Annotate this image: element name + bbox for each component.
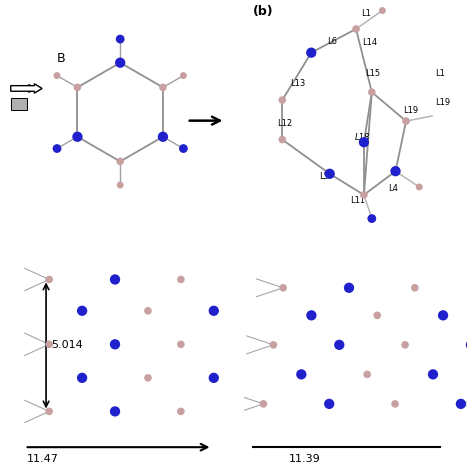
Point <box>279 96 286 104</box>
Point <box>73 83 81 91</box>
Point <box>368 215 375 222</box>
FancyArrow shape <box>11 84 42 93</box>
Bar <box>11 98 27 110</box>
Point <box>374 311 381 319</box>
Point <box>177 276 185 283</box>
Text: L12: L12 <box>277 119 292 128</box>
Point <box>117 59 124 66</box>
Point <box>326 400 333 408</box>
Point <box>117 181 124 189</box>
Text: L19: L19 <box>403 106 419 115</box>
Point <box>352 25 360 33</box>
Point <box>439 311 447 319</box>
Point <box>326 170 334 178</box>
Text: L1: L1 <box>435 69 445 78</box>
Point <box>180 145 187 152</box>
Point <box>111 408 119 415</box>
Point <box>53 145 61 152</box>
Point <box>111 340 119 348</box>
Text: L14: L14 <box>362 37 377 46</box>
Text: B: B <box>57 52 65 65</box>
Point <box>308 49 315 56</box>
Point <box>364 371 371 378</box>
Point <box>411 284 419 292</box>
Text: L13: L13 <box>290 79 305 88</box>
Point <box>298 371 305 378</box>
Text: L18: L18 <box>355 134 370 143</box>
Point <box>402 118 410 125</box>
Point <box>243 340 250 348</box>
Text: 11.39: 11.39 <box>288 454 320 464</box>
Point <box>46 340 53 348</box>
Point <box>177 408 185 415</box>
Point <box>144 307 152 315</box>
Point <box>159 83 167 91</box>
Point <box>368 88 375 96</box>
Point <box>46 276 53 283</box>
Point <box>401 341 409 349</box>
Text: L4: L4 <box>388 184 398 193</box>
Point <box>210 374 218 382</box>
Point <box>345 284 353 292</box>
Point <box>46 408 53 415</box>
Point <box>360 191 368 199</box>
Text: L19: L19 <box>435 98 450 107</box>
Point <box>180 72 187 79</box>
Point <box>210 307 218 315</box>
Point <box>177 340 185 348</box>
Point <box>429 371 437 378</box>
Point <box>260 400 267 408</box>
Point <box>360 138 368 146</box>
Text: L5: L5 <box>319 172 329 181</box>
Point <box>73 133 81 140</box>
Point <box>270 341 277 349</box>
Point <box>117 158 124 165</box>
Point <box>78 374 86 382</box>
Point <box>336 341 343 349</box>
Text: 11.47: 11.47 <box>27 454 59 464</box>
Point <box>78 307 86 315</box>
Text: L11: L11 <box>350 196 365 205</box>
Text: (b): (b) <box>253 5 274 18</box>
Point <box>111 276 119 283</box>
Point <box>392 167 399 175</box>
Point <box>279 136 286 143</box>
Point <box>457 400 465 408</box>
Point <box>117 35 124 43</box>
Point <box>391 400 399 408</box>
Point <box>379 7 386 14</box>
Point <box>279 284 287 292</box>
Point <box>467 341 474 349</box>
Text: L15: L15 <box>365 69 381 78</box>
Text: 5.014: 5.014 <box>51 340 83 350</box>
Point <box>415 183 423 191</box>
Point <box>243 276 250 283</box>
Text: L6: L6 <box>327 36 337 46</box>
Point <box>243 408 250 415</box>
Text: L1: L1 <box>361 9 371 18</box>
Point <box>144 374 152 382</box>
Point <box>159 133 167 140</box>
Point <box>308 311 315 319</box>
Point <box>53 72 61 79</box>
